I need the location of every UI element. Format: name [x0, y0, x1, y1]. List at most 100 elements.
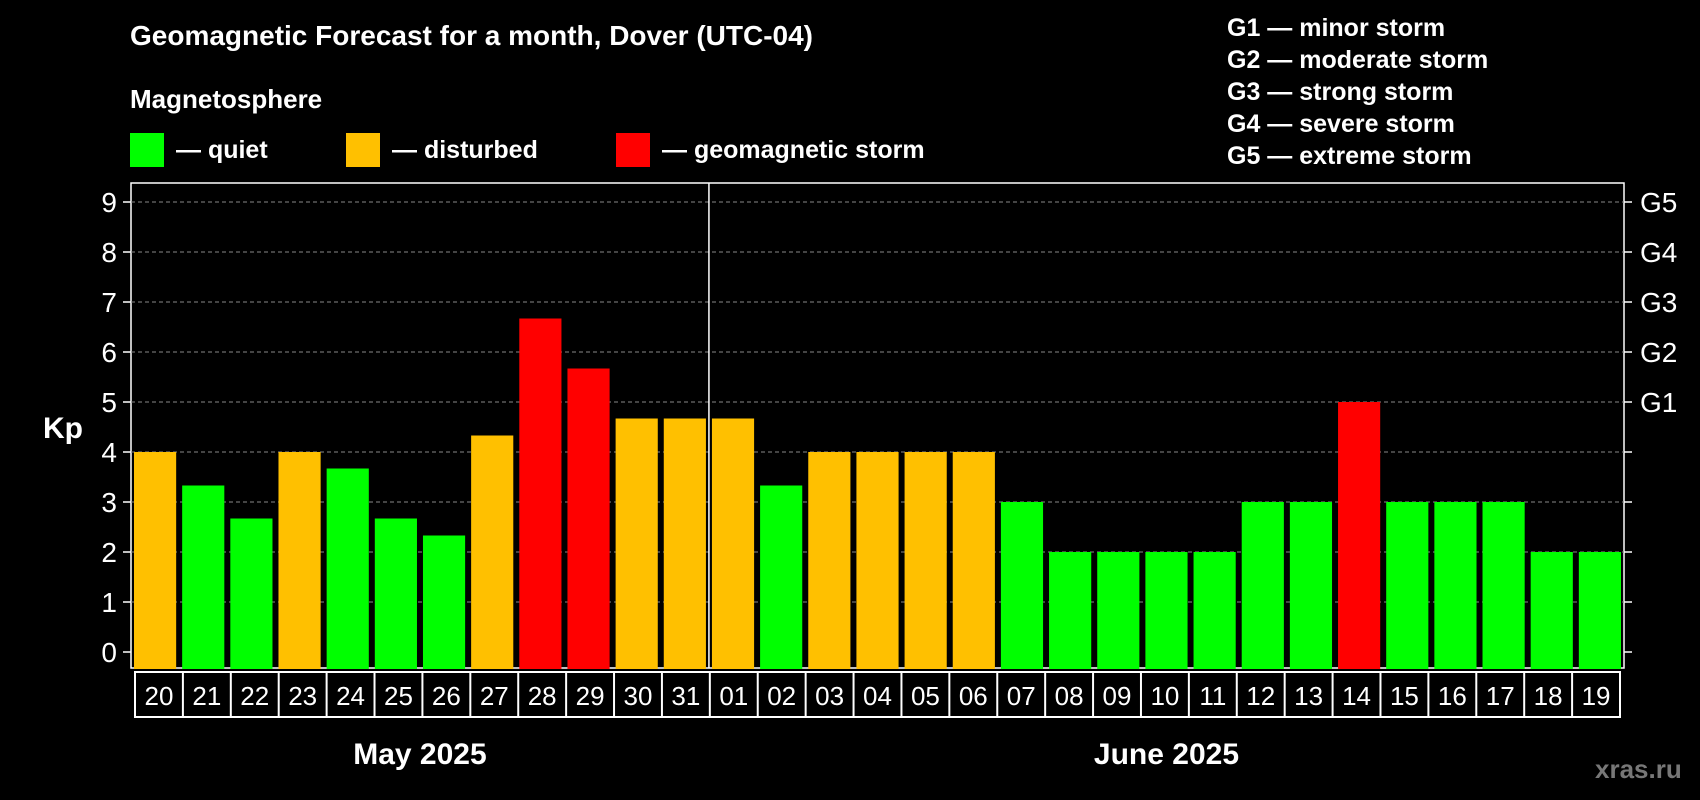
y-tick-label: 4: [101, 437, 117, 468]
y-tick-label: 2: [101, 537, 117, 568]
bar: [182, 485, 225, 669]
legend-swatch-quiet: [130, 133, 164, 167]
x-tick-label: 23: [288, 681, 317, 711]
bar: [856, 452, 899, 669]
x-tick-label: 31: [671, 681, 700, 711]
bar: [1241, 502, 1284, 669]
y-tick-label: 8: [101, 237, 117, 268]
bar: [422, 535, 466, 669]
bar: [1193, 552, 1236, 669]
storm-scale-g2: G2 — moderate storm: [1227, 46, 1489, 74]
x-tick-label: 21: [192, 681, 221, 711]
chart-title: Geomagnetic Forecast for a month, Dover …: [130, 20, 814, 51]
g-scale-label: G5: [1640, 187, 1677, 218]
x-tick-label: 10: [1150, 681, 1179, 711]
bar: [134, 452, 177, 669]
legend-quiet: — quiet: [130, 133, 268, 167]
storm-scale-g1: G1 — minor storm: [1227, 14, 1446, 42]
x-tick-label: 18: [1534, 681, 1563, 711]
bar: [711, 418, 755, 669]
legend-swatch-storm: [616, 133, 650, 167]
bar: [230, 518, 273, 669]
x-tick-label: 29: [576, 681, 605, 711]
bar: [1530, 552, 1573, 669]
x-tick-label: 14: [1342, 681, 1371, 711]
y-tick-label: 1: [101, 587, 117, 618]
x-tick-label: 13: [1294, 681, 1323, 711]
x-tick-label: 30: [624, 681, 653, 711]
y-axis-label: Kp: [43, 412, 83, 445]
month-label: June 2025: [1094, 738, 1239, 771]
bar: [1338, 402, 1381, 669]
date-axis-frame: [134, 671, 1621, 718]
g-scale-label: G1: [1640, 387, 1677, 418]
bar: [567, 368, 610, 669]
bar: [904, 452, 947, 669]
x-tick-label: 15: [1390, 681, 1419, 711]
bar: [471, 435, 514, 669]
bar: [760, 485, 803, 669]
legend-label-storm: — geomagnetic storm: [662, 135, 925, 164]
bar: [1386, 502, 1429, 669]
x-tick-label: 17: [1486, 681, 1515, 711]
bar: [1097, 552, 1140, 669]
x-tick-label: 09: [1103, 681, 1132, 711]
bar: [326, 468, 369, 669]
x-tick-label: 05: [911, 681, 940, 711]
bar: [663, 418, 706, 669]
x-tick-label: 25: [384, 681, 413, 711]
bar: [519, 318, 562, 669]
y-tick-label: 7: [101, 287, 117, 318]
x-tick-label: 16: [1438, 681, 1467, 711]
x-tick-label: 03: [815, 681, 844, 711]
g-scale-label: G3: [1640, 287, 1677, 318]
storm-scale-g3: G3 — strong storm: [1227, 78, 1454, 106]
x-tick-label: 20: [144, 681, 173, 711]
month-label: May 2025: [353, 738, 486, 771]
x-tick-label: 04: [863, 681, 892, 711]
x-tick-label: 27: [480, 681, 509, 711]
legend-label-disturbed: — disturbed: [392, 135, 538, 164]
g-scale-label: G4: [1640, 237, 1677, 268]
legend-disturbed: — disturbed: [346, 133, 538, 167]
bar: [808, 452, 851, 669]
y-tick-label: 6: [101, 337, 117, 368]
bar: [374, 518, 417, 669]
x-tick-label: 24: [336, 681, 365, 711]
y-tick-label: 0: [101, 637, 117, 668]
x-tick-label: 01: [719, 681, 748, 711]
watermark: xras.ru: [1595, 754, 1682, 784]
storm-scale-legend: G1 — minor storm G2 — moderate storm G3 …: [1227, 12, 1488, 172]
y-tick-label: 5: [101, 387, 117, 418]
bar: [1482, 502, 1525, 669]
legend-heading: Magnetosphere: [130, 84, 323, 114]
storm-scale-g4: G4 — severe storm: [1227, 110, 1455, 138]
x-tick-label: 12: [1246, 681, 1275, 711]
g-scale-label: G2: [1640, 337, 1677, 368]
bar: [1289, 502, 1333, 669]
x-tick-label: 02: [767, 681, 796, 711]
bar: [1434, 502, 1477, 669]
storm-scale-g5: G5 — extreme storm: [1227, 142, 1472, 170]
legend-label-quiet: — quiet: [176, 135, 268, 164]
x-tick-label: 06: [959, 681, 988, 711]
x-tick-label: 08: [1055, 681, 1084, 711]
y-tick-label: 9: [101, 187, 117, 218]
x-tick-label: 28: [528, 681, 557, 711]
bar: [278, 452, 321, 669]
legend-swatch-disturbed: [346, 133, 380, 167]
legend-storm: — geomagnetic storm: [616, 133, 925, 167]
x-tick-label: 26: [432, 681, 461, 711]
bar: [952, 452, 995, 669]
y-tick-label: 3: [101, 487, 117, 518]
x-tick-label: 11: [1199, 681, 1226, 711]
x-tick-label: 07: [1007, 681, 1036, 711]
x-tick-label: 19: [1582, 681, 1611, 711]
bar: [615, 418, 658, 669]
bar: [1000, 502, 1044, 669]
bar: [1049, 552, 1092, 669]
bar: [1578, 552, 1621, 669]
bar: [1145, 552, 1188, 669]
x-tick-label: 22: [240, 681, 269, 711]
